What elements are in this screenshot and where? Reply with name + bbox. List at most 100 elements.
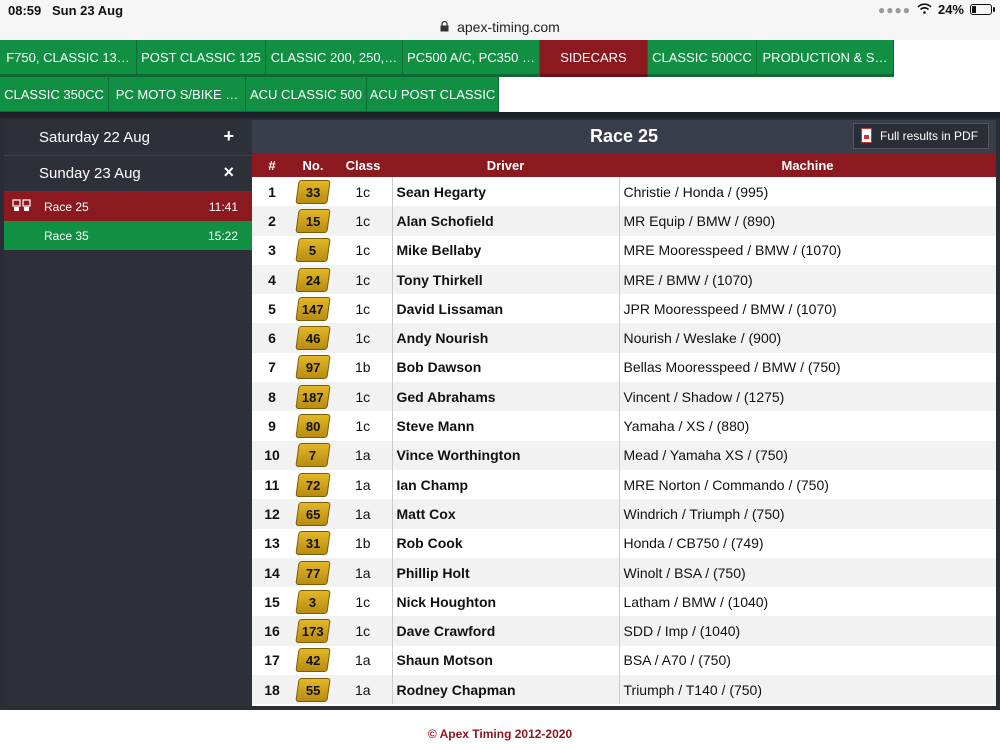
status-date: Sun 23 Aug	[52, 3, 124, 18]
number-cell: 97	[292, 352, 334, 383]
number-cell: 72	[292, 469, 334, 500]
position-cell: 11	[252, 469, 292, 500]
tab-f750-classic[interactable]: F750, CLASSIC 13…	[0, 40, 137, 77]
number-cell: 77	[292, 557, 334, 588]
collapse-close-icon[interactable]: ×	[223, 162, 234, 182]
sidebar-race-25[interactable]: Race 25 11:41	[4, 192, 252, 221]
machine-cell: Windrich / Triumph / (750)	[618, 499, 996, 529]
table-row[interactable]: 16 173 1c Dave Crawford SDD / Imp / (1040)	[252, 616, 996, 646]
race-number-badge: 7	[295, 443, 331, 468]
tab-post-classic-125[interactable]: POST CLASSIC 125	[137, 40, 266, 77]
sidebar-race-35[interactable]: Race 35 15:22	[4, 221, 252, 250]
table-row[interactable]: 9 80 1c Steve Mann Yamaha / XS / (880)	[252, 411, 996, 441]
machine-cell: Mead / Yamaha XS / (750)	[618, 440, 996, 470]
table-row[interactable]: 7 97 1b Bob Dawson Bellas Mooresspeed / BMW …	[252, 352, 996, 383]
number-cell: 31	[292, 528, 334, 558]
race-number-badge: 46	[295, 326, 331, 351]
race-number-badge: 55	[295, 677, 331, 702]
number-cell: 15	[292, 206, 334, 236]
class-cell: 1c	[334, 616, 392, 646]
table-row[interactable]: 8 187 1c Ged Abrahams Vincent / Shadow / (12…	[252, 382, 996, 412]
driver-cell: Sean Hegarty	[391, 177, 619, 207]
copyright-text: © Apex Timing 2012-2020	[427, 727, 573, 741]
header-no[interactable]: No.	[292, 153, 334, 177]
table-row[interactable]: 3 5 1c Mike Bellaby MRE Mooresspeed / BMW / …	[252, 235, 996, 265]
tab-classic-200-250[interactable]: CLASSIC 200, 250,…	[266, 40, 403, 77]
driver-cell: Phillip Holt	[391, 557, 619, 588]
pdf-button-label: Full results in PDF	[880, 129, 979, 143]
table-row[interactable]: 6 46 1c Andy Nourish Nourish / Weslake / (90…	[252, 323, 996, 353]
table-header-row: # No. Class Driver Machine	[252, 153, 996, 177]
expand-plus-icon[interactable]: +	[223, 126, 234, 146]
sidebar-day-sunday[interactable]: Sunday 23 Aug ×	[4, 156, 252, 192]
race-number-badge: 42	[295, 648, 331, 673]
class-cell: 1a	[334, 440, 392, 470]
number-cell: 42	[292, 645, 334, 676]
race-label: Race 35	[44, 229, 89, 243]
tab-acu-post-classic[interactable]: ACU POST CLASSIC	[367, 77, 499, 114]
class-cell: 1a	[334, 675, 392, 705]
header-machine[interactable]: Machine	[619, 153, 996, 177]
class-cell: 1a	[334, 557, 392, 588]
address-bar[interactable]: apex-timing.com	[0, 19, 1000, 35]
race-number-badge: 97	[295, 355, 331, 380]
tab-pc-moto-sbike[interactable]: PC MOTO S/BIKE …	[109, 77, 246, 114]
position-cell: 5	[252, 294, 292, 324]
number-cell: 33	[292, 177, 334, 207]
table-row[interactable]: 14 77 1a Phillip Holt Winolt / BSA / (750)	[252, 557, 996, 588]
class-cell: 1c	[334, 206, 392, 236]
number-cell: 147	[292, 294, 334, 324]
header-pos[interactable]: #	[252, 153, 292, 177]
machine-cell: MRE / BMW / (1070)	[618, 264, 996, 295]
category-tabs-row-2: CLASSIC 350CC PC MOTO S/BIKE … ACU CLASS…	[0, 77, 499, 114]
table-row[interactable]: 5 147 1c David Lissaman JPR Mooresspeed / BM…	[252, 294, 996, 324]
table-row[interactable]: 15 3 1c Nick Houghton Latham / BMW / (1040)	[252, 587, 996, 617]
position-cell: 9	[252, 411, 292, 441]
class-cell: 1c	[334, 411, 392, 441]
tab-production[interactable]: PRODUCTION & S…	[757, 40, 894, 77]
tab-acu-classic-500[interactable]: ACU CLASSIC 500	[246, 77, 367, 114]
driver-cell: Bob Dawson	[391, 352, 619, 383]
battery-level	[972, 6, 976, 13]
driver-cell: Steve Mann	[391, 411, 619, 441]
table-row[interactable]: 18 55 1a Rodney Chapman Triumph / T140 / (75…	[252, 675, 996, 705]
class-cell: 1c	[334, 587, 392, 617]
race-number: 42	[305, 653, 321, 669]
race-number-badge: 77	[295, 560, 331, 585]
header-driver[interactable]: Driver	[392, 153, 619, 177]
results-panel: Race 25 Full results in PDF # No. Class …	[252, 120, 996, 706]
battery-icon	[970, 4, 995, 15]
race-number-badge: 187	[295, 384, 331, 409]
table-row[interactable]: 11 72 1a Ian Champ MRE Norton / Commando / (…	[252, 469, 996, 500]
position-cell: 13	[252, 528, 292, 558]
race-number: 46	[305, 331, 321, 347]
race-number: 65	[305, 506, 321, 522]
tab-sidecars[interactable]: SIDECARS	[540, 40, 648, 77]
race-number: 77	[305, 565, 321, 581]
class-cell: 1c	[334, 177, 392, 207]
tab-classic-500cc[interactable]: CLASSIC 500CC	[648, 40, 757, 77]
position-cell: 6	[252, 323, 292, 353]
table-row[interactable]: 1 33 1c Sean Hegarty Christie / Honda / (995…	[252, 177, 996, 207]
header-class[interactable]: Class	[334, 153, 392, 177]
signal-dots-icon: ●●●●	[877, 2, 911, 17]
table-row[interactable]: 4 24 1c Tony Thirkell MRE / BMW / (1070)	[252, 264, 996, 295]
class-cell: 1a	[334, 645, 392, 676]
race-number: 7	[309, 448, 317, 464]
driver-cell: Ian Champ	[391, 469, 619, 500]
table-row[interactable]: 2 15 1c Alan Schofield MR Equip / BMW / (890…	[252, 206, 996, 236]
sidebar-day-saturday[interactable]: Saturday 22 Aug +	[4, 120, 252, 156]
footer: © Apex Timing 2012-2020	[0, 710, 1000, 750]
main-frame: Saturday 22 Aug + Sunday 23 Aug × Race 2…	[0, 112, 1000, 710]
table-row[interactable]: 10 7 1a Vince Worthington Mead / Yamaha XS /…	[252, 440, 996, 470]
number-cell: 80	[292, 411, 334, 441]
driver-cell: Rob Cook	[391, 528, 619, 558]
status-bar: 08:59 Sun 23 Aug apex-timing.com ●●●● 24…	[0, 0, 1000, 40]
tab-pc500-pc350[interactable]: PC500 A/C, PC350 …	[403, 40, 540, 77]
table-row[interactable]: 13 31 1b Rob Cook Honda / CB750 / (749)	[252, 528, 996, 558]
table-row[interactable]: 17 42 1a Shaun Motson BSA / A70 / (750)	[252, 645, 996, 676]
table-row[interactable]: 12 65 1a Matt Cox Windrich / Triumph / (750)	[252, 499, 996, 529]
tab-classic-350cc[interactable]: CLASSIC 350CC	[0, 77, 109, 114]
race-number-badge: 3	[295, 589, 331, 614]
pdf-results-button[interactable]: Full results in PDF	[853, 123, 989, 149]
